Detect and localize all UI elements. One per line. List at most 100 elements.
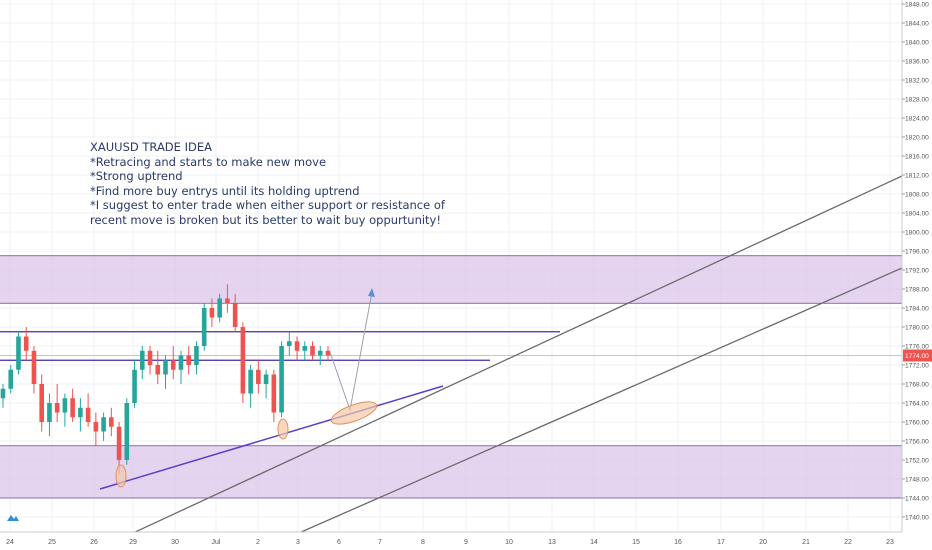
supply-demand-zones: [0, 255, 902, 499]
time-tick-label: 2: [256, 539, 260, 546]
candle-body: [93, 422, 99, 432]
candle-body: [8, 369, 14, 389]
projection-arrow-icon: [368, 288, 375, 297]
price-tick-label: 1744.00: [905, 496, 929, 503]
candle-body: [155, 365, 161, 375]
price-tick-label: 1788.00: [905, 287, 929, 294]
channel-line-lower: [282, 267, 903, 541]
candle-body: [325, 350, 331, 356]
time-tick-label: 23: [886, 539, 894, 546]
price-tick-label: 1848.00: [905, 2, 929, 9]
current-price-badge: [903, 349, 932, 362]
price-tick-label: 1760.00: [905, 420, 929, 427]
uptrend-line: [99, 385, 444, 490]
candle-body: [294, 341, 300, 351]
price-tick-label: 1808.00: [905, 192, 929, 199]
time-tick-label: 17: [717, 539, 725, 546]
price-tick-label: 1748.00: [905, 477, 929, 484]
time-tick-label: 3: [296, 539, 300, 546]
price-tick-label: 1780.00: [905, 325, 929, 332]
tradingview-logo-icon[interactable]: [6, 510, 20, 524]
time-tick-label: 22: [844, 539, 852, 546]
candle-body: [139, 350, 145, 370]
note-line: *Find more buy entrys until its holding …: [90, 183, 360, 198]
price-axis[interactable]: 1740.00 1744.00 1748.00 1752.00 1756.00 1760.…: [901, 0, 932, 550]
low-highlight-ellipse: [277, 418, 289, 440]
price-tick-label: 1800.00: [905, 230, 929, 237]
time-tick-label: 20: [759, 539, 767, 546]
candle-body: [62, 398, 68, 413]
low-highlight-ellipse: [115, 464, 127, 488]
candle-body: [302, 346, 308, 351]
candle-body: [232, 303, 238, 327]
candle-body: [256, 369, 261, 384]
candle-body: [217, 298, 222, 318]
price-tick-label: 1832.00: [905, 78, 929, 85]
price-tick-label: 1764.00: [905, 401, 929, 408]
candle-body: [178, 355, 184, 370]
time-tick-label: 13: [548, 539, 556, 546]
price-tick-label: 1792.00: [905, 268, 929, 275]
candle-body: [163, 360, 168, 375]
candle-body: [279, 346, 284, 413]
time-tick-label: 9: [464, 539, 468, 546]
price-tick-label: 1784.00: [905, 306, 929, 313]
time-tick-label: 30: [171, 539, 179, 546]
candle-body: [70, 398, 75, 418]
price-tick-label: 1840.00: [905, 40, 929, 47]
entry-highlight-ellipse: [330, 401, 378, 425]
candle-body: [248, 369, 253, 394]
candle-body: [240, 327, 246, 394]
candle-body: [170, 360, 176, 370]
candle-body: [209, 308, 215, 318]
candle-body: [16, 336, 21, 370]
price-tick-label: 1804.00: [905, 211, 929, 218]
time-axis[interactable]: 24 25 26 29 30 Jul 2 3 6 7 8 9 10 13 14 15 16 17 20 21 22 23: [0, 531, 932, 550]
price-tick-label: 1752.00: [905, 458, 929, 465]
price-tick-label: 1828.00: [905, 97, 929, 104]
drawing-tools: [99, 175, 903, 541]
time-tick-label: 6: [337, 539, 341, 546]
candle-body: [147, 350, 153, 365]
candle-body: [310, 346, 315, 356]
candle-body: [225, 298, 230, 304]
price-tick-label: 1776.00: [905, 344, 929, 351]
candle-body: [101, 417, 106, 432]
candle-body: [194, 346, 199, 365]
trade-idea-note: XAUUSD TRADE IDEA *Retracing and starts …: [90, 140, 445, 227]
candle-body: [109, 417, 114, 427]
candle-body: [0, 388, 6, 399]
candle-body: [78, 407, 83, 418]
price-tick-label: 1816.00: [905, 154, 929, 161]
candle-body: [271, 374, 277, 413]
candle-body: [201, 308, 207, 346]
note-line: *Strong uptrend: [90, 169, 183, 183]
note-line: XAUUSD TRADE IDEA: [90, 140, 212, 154]
time-tick-label: 15: [632, 539, 640, 546]
candle-body: [39, 384, 44, 422]
candle-body: [31, 350, 37, 384]
time-axis-background: [0, 532, 932, 550]
time-tick-label: 25: [48, 539, 56, 546]
channel-line-upper: [117, 175, 903, 541]
time-tick-label: 26: [90, 539, 98, 546]
price-tick-label: 1820.00: [905, 135, 929, 142]
price-tick-label: 1844.00: [905, 21, 929, 28]
candle-body: [186, 355, 192, 365]
candle-body: [317, 350, 323, 356]
candle-body: [23, 336, 29, 351]
note-line: *I suggest to enter trade when either su…: [90, 198, 445, 212]
candle-body: [47, 403, 52, 422]
resistance-zone: [0, 255, 902, 304]
projection-path: [329, 291, 373, 412]
time-tick-label: Jul: [212, 539, 221, 546]
price-axis-background: [902, 0, 932, 550]
candle-body: [85, 407, 91, 422]
price-tick-label: 1768.00: [905, 382, 929, 389]
price-tick-label: 1756.00: [905, 439, 929, 446]
price-tick-label: 1836.00: [905, 59, 929, 66]
time-tick-label: 10: [505, 539, 513, 546]
candle-body: [263, 374, 269, 384]
price-tick-label: 1740.00: [905, 515, 929, 522]
